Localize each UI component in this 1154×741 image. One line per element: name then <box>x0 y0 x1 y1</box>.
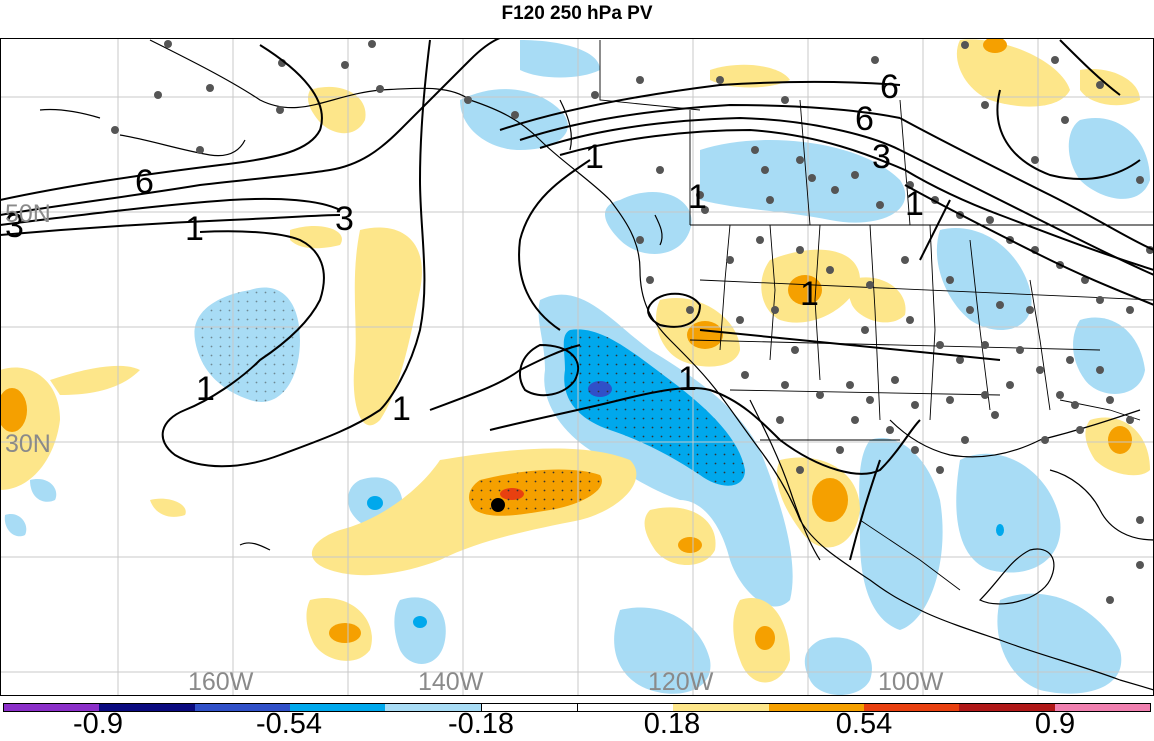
contour-label-1: 1 <box>185 210 204 248</box>
colorbar-swatch <box>863 704 960 711</box>
contour-label-1: 1 <box>800 275 819 313</box>
colorbar-swatch <box>194 704 290 711</box>
contour-label-3: 3 <box>872 138 891 176</box>
contour-label-3: 3 <box>5 207 24 245</box>
colorbar-label: -0.54 <box>255 708 323 740</box>
map-title: F120 250 hPa PV <box>501 3 653 24</box>
pv-contour-lines <box>0 38 1154 561</box>
colorbar-swatch <box>576 704 674 711</box>
colorbar-swatch <box>959 704 1055 711</box>
contour-label-6: 6 <box>135 163 154 201</box>
colorbar-swatch <box>768 704 864 711</box>
lat-label-30n: 30N <box>5 430 51 458</box>
lon-label-140w: 140W <box>418 668 484 696</box>
contour-label-1: 1 <box>585 138 604 176</box>
lat-label-50n: 50N <box>5 200 51 228</box>
contour-label-3: 3 <box>335 200 354 238</box>
colorbar-label: 0.18 <box>643 708 701 740</box>
colorbar-swatch <box>99 704 195 711</box>
colorbar-swatch <box>4 704 100 711</box>
colorbar-swatch <box>385 704 481 711</box>
colorbar-swatch <box>289 704 386 711</box>
contour-label-6: 6 <box>880 68 899 106</box>
contour-label-1: 1 <box>196 370 215 408</box>
colorbar-label: 0.54 <box>835 708 893 740</box>
colorbar-label: -0.18 <box>447 708 515 740</box>
contour-label-1: 1 <box>678 360 697 398</box>
pv-contour-labels: 6 6 6 3 3 3 1 1 1 1 1 1 1 1 <box>5 68 924 428</box>
colorbar-label: -0.9 <box>73 708 123 740</box>
lon-label-120w: 120W <box>648 668 714 696</box>
lon-label-100w: 100W <box>878 668 944 696</box>
contour-label-6: 6 <box>855 100 874 138</box>
colorbar-swatch <box>673 704 769 711</box>
lon-label-160w: 160W <box>188 668 254 696</box>
colorbar-label: 0.9 <box>1034 708 1076 740</box>
strong-negative-pv-shading <box>194 287 1004 628</box>
graticule <box>0 38 1154 696</box>
colorbar <box>3 703 1151 712</box>
colorbar-swatch <box>480 704 577 711</box>
black-dot-marker <box>491 498 505 512</box>
positive-pv-anomaly-shading <box>0 39 1150 683</box>
contour-label-1: 1 <box>905 185 924 223</box>
pv-map: 6 6 6 3 3 3 1 1 1 1 1 1 1 1 50N 30N 160W… <box>0 38 1154 696</box>
contour-label-1: 1 <box>688 178 707 216</box>
colorbar-swatch <box>1054 704 1150 711</box>
contour-label-1: 1 <box>392 390 411 428</box>
